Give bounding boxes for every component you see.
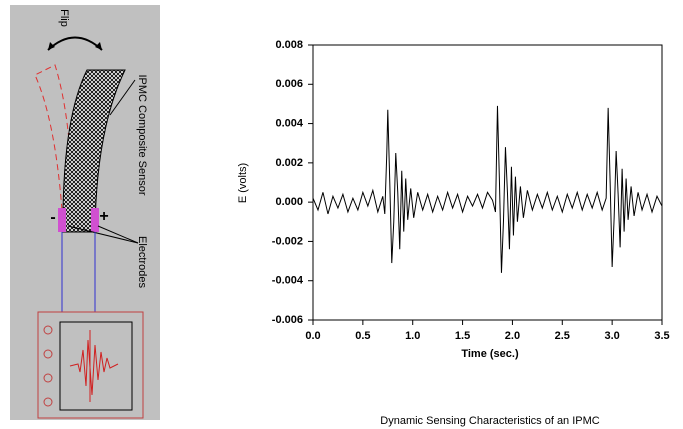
y-tick-label: -0.006: [272, 314, 303, 326]
x-tick-label: 2.0: [505, 330, 520, 342]
plus-sign: +: [99, 208, 108, 225]
x-tick-label: 1.5: [455, 330, 470, 342]
chart: Time (sec.) E (volts) Dynamic Sensing Ch…: [237, 39, 670, 427]
electrode-pointer: [97, 225, 139, 244]
y-tick-label: 0.000: [275, 196, 303, 208]
minus-sign: -: [50, 209, 55, 226]
x-tick-label: 0.5: [355, 330, 370, 342]
signal-line: [312, 105, 663, 273]
y-tick-label: -0.004: [272, 275, 304, 287]
electrodes-label: Electrodes: [136, 236, 148, 288]
electrode: [91, 208, 99, 232]
y-tick-label: 0.004: [275, 117, 303, 129]
plot-frame: [312, 44, 663, 321]
x-tick-label: 0.0: [305, 330, 320, 342]
knob: [43, 373, 53, 383]
scope-screen: [59, 321, 133, 411]
y-tick-label: 0.006: [275, 78, 303, 90]
knob: [43, 349, 53, 359]
x-axis-label: Time (sec.): [461, 348, 519, 360]
caption: Dynamic Sensing Characteristics of an IP…: [380, 415, 600, 427]
y-tick-label: -0.002: [272, 235, 303, 247]
y-tick-label: 0.002: [275, 157, 303, 169]
diagram: Flip IPMC Composite Sensor - + Electrode…: [10, 5, 160, 420]
x-tick-label: 2.5: [555, 330, 570, 342]
x-tick-label: 1.0: [405, 330, 420, 342]
scope-trace: [69, 330, 119, 402]
sensor-pointer: [109, 79, 136, 116]
flip-label: Flip: [58, 9, 70, 27]
scope-box: [37, 311, 144, 419]
electrode-pointer: [67, 225, 139, 244]
knob: [43, 325, 53, 335]
knob: [43, 397, 53, 407]
y-axis-label: E (volts): [237, 163, 249, 203]
ipmc-strip: [62, 69, 126, 233]
x-tick-label: 3.5: [654, 330, 669, 342]
sensor-label: IPMC Composite Sensor: [136, 74, 148, 195]
x-tick-label: 3.0: [604, 330, 619, 342]
y-tick-label: 0.008: [275, 39, 303, 51]
electrode: [58, 208, 66, 232]
